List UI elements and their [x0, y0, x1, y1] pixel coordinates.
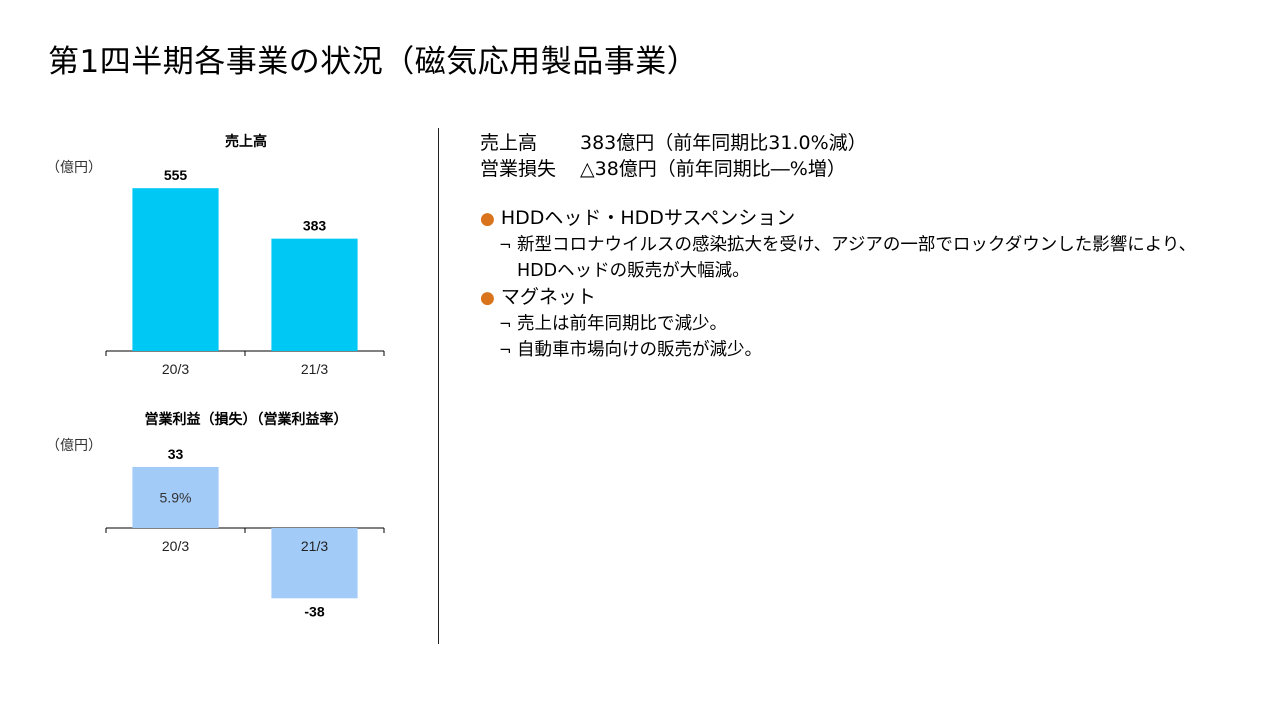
chart-unit-operating-income: （億円） — [46, 438, 102, 454]
page-title: 第1四半期各事業の状況（磁気応用製品事業） — [48, 44, 699, 80]
sub-bullet-text: 自動車市場向けの販売が減少。 — [517, 340, 762, 360]
sub-bullet-mark-icon: ¬ — [499, 236, 512, 254]
sub-bullet-text: 新型コロナウイルスの感染拡大を受け、アジアの一部でロックダウンした影響により、H… — [517, 235, 1197, 281]
bar — [271, 238, 358, 351]
bullet-dot-icon: ● — [480, 209, 495, 229]
summary-value: 383億円（前年同期比31.0%減） — [580, 132, 867, 154]
x-tick-label: 21/3 — [301, 538, 328, 554]
sub-bullet-mark-icon: ¬ — [499, 341, 512, 359]
operating-income-bar-chart: 33 20/3 5.9% -38 21/3 — [105, 446, 385, 619]
margin-label: 5.9% — [160, 489, 192, 505]
sales-bar-chart: 555 20/3 383 21/3 — [105, 167, 385, 377]
sub-bullet-mark-icon: ¬ — [499, 315, 512, 333]
vertical-divider — [438, 128, 439, 644]
x-tick-label: 20/3 — [162, 361, 189, 377]
bar — [132, 466, 219, 528]
sub-bullet-item: ¬ 売上は前年同期比で減少。 — [499, 311, 1217, 337]
summary-label: 売上高 — [480, 132, 538, 154]
bullet-item: ● HDDヘッド・HDDサスペンション — [480, 205, 1217, 232]
chart-title-sales: 売上高 — [225, 134, 267, 150]
summary-value: △38億円（前年同期比―%増） — [580, 158, 846, 180]
bullet-heading: マグネット — [500, 286, 596, 308]
sub-bullet-item: ¬ 新型コロナウイルスの感染拡大を受け、アジアの一部でロックダウンした影響により、… — [499, 232, 1217, 284]
bar — [132, 188, 219, 351]
bullet-heading: HDDヘッド・HDDサスペンション — [500, 207, 796, 229]
bar — [271, 528, 358, 599]
summary-block: 売上高 383億円（前年同期比31.0%減） 営業損失 △38億円（前年同期比―%増… — [480, 130, 867, 182]
data-label: 555 — [164, 167, 188, 183]
chart-unit-sales: （億円） — [46, 160, 102, 176]
bullet-item: ● マグネット — [480, 284, 1217, 311]
data-label: 33 — [168, 446, 184, 462]
data-label: 383 — [303, 218, 327, 234]
sub-bullet-text: 売上は前年同期比で減少。 — [517, 314, 727, 334]
bullet-list: ● HDDヘッド・HDDサスペンション ¬ 新型コロナウイルスの感染拡大を受け、アジ… — [480, 205, 1217, 363]
summary-label: 営業損失 — [480, 158, 557, 180]
summary-line-sales: 売上高 383億円（前年同期比31.0%減） — [480, 130, 867, 156]
data-label: -38 — [304, 603, 324, 619]
bullet-dot-icon: ● — [480, 288, 495, 308]
chart-title-operating-income: 営業利益（損失）（営業利益率） — [144, 412, 348, 428]
sub-bullet-item: ¬ 自動車市場向けの販売が減少。 — [499, 337, 1217, 363]
summary-line-operating-loss: 営業損失 △38億円（前年同期比―%増） — [480, 156, 867, 182]
x-tick-label: 20/3 — [162, 538, 189, 554]
x-tick-label: 21/3 — [301, 361, 328, 377]
